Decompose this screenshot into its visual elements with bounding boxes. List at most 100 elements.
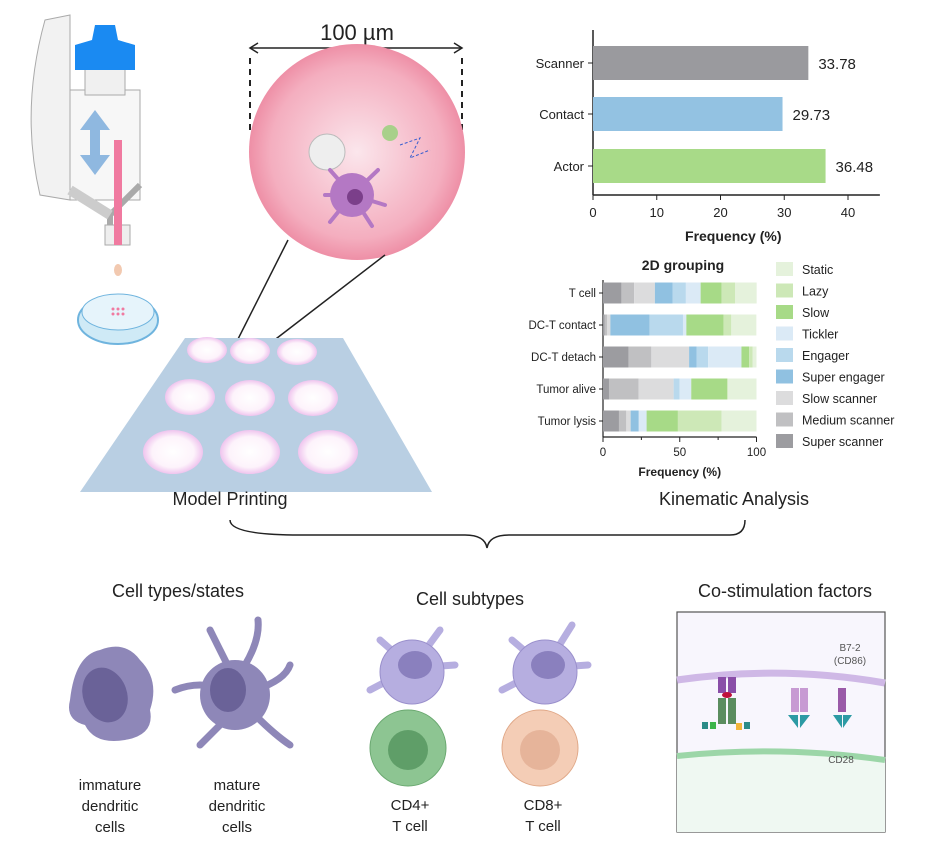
legend-label: Super engager <box>802 371 885 385</box>
x-tick-label: 0 <box>600 447 606 459</box>
category-label: Tumor lysis <box>538 416 597 428</box>
costim-title: Co-stimulation factors <box>698 581 872 601</box>
label-dendritic-1: dendritic <box>82 798 139 815</box>
label-cd4: CD4+ <box>391 797 430 814</box>
frequency-bar-chart: Scanner 33.78 Contact 29.73 Actor 36.48 0 10 20 3… <box>536 30 880 244</box>
segment-lazy <box>727 378 728 400</box>
segment-static <box>735 282 757 304</box>
category-label: Contact <box>539 107 584 122</box>
printed-plate <box>80 337 432 492</box>
legend-swatch <box>776 283 793 298</box>
t-cell-icon <box>382 125 398 141</box>
x-tick-label: 10 <box>650 205 664 220</box>
mature-dendritic-cell-icon <box>171 616 294 749</box>
x-axis-title: Frequency (%) <box>685 228 781 244</box>
segment-slow-scanner <box>626 410 631 432</box>
brace <box>229 519 746 549</box>
segment-slow-scanner <box>634 282 655 304</box>
value-label: 29.73 <box>793 107 831 124</box>
legend-label: Super scanner <box>802 435 883 449</box>
cd86-label: (CD86) <box>834 656 866 667</box>
2d-grouping-stacked-chart: 2D grouping T cell DC-T contact DC-T detach… <box>528 257 894 479</box>
segment-tickler <box>685 282 701 304</box>
kinematic-analysis-caption: Kinematic Analysis <box>659 489 809 509</box>
segment-medium-scanner <box>618 410 627 432</box>
immature-dendritic-cell-icon <box>69 646 154 741</box>
segment-slow-scanner <box>651 346 690 368</box>
chart-title: 2D grouping <box>642 257 724 273</box>
category-label: Scanner <box>536 56 585 71</box>
segment-engager <box>696 346 709 368</box>
segment-engager <box>649 314 683 336</box>
segment-lazy <box>721 282 736 304</box>
category-label: T cell <box>569 288 596 300</box>
x-tick-label: 100 <box>747 447 766 459</box>
segment-medium-scanner <box>604 314 607 336</box>
label-t-cell-2: T cell <box>525 818 561 835</box>
value-label: 36.48 <box>836 159 874 176</box>
segment-lazy <box>723 314 732 336</box>
category-label: DC-T detach <box>531 352 596 364</box>
label-immature: immature <box>79 777 142 794</box>
label-dendritic-2: dendritic <box>209 798 266 815</box>
segment-engager <box>673 378 680 400</box>
segment-slow <box>691 378 728 400</box>
cd28-label: CD28 <box>828 755 854 766</box>
category-label: DC-T contact <box>528 320 596 332</box>
segment-super-engager <box>654 282 673 304</box>
segment-super-scanner <box>603 410 619 432</box>
segment-static <box>731 314 757 336</box>
legend-label: Slow scanner <box>802 392 877 406</box>
legend-swatch <box>776 326 793 341</box>
segment-slow <box>646 410 678 432</box>
segment-lazy <box>749 346 753 368</box>
segment-slow <box>686 314 724 336</box>
x-axis-title: Frequency (%) <box>638 465 721 479</box>
segment-tickler <box>682 314 687 336</box>
x-tick-label: 50 <box>673 447 686 459</box>
segment-slow <box>741 346 750 368</box>
segment-static <box>727 378 757 400</box>
label-mature: mature <box>214 777 261 794</box>
segment-super-engager <box>610 314 650 336</box>
category-label: Actor <box>554 159 585 174</box>
cd8-t-cell-icon <box>498 621 592 787</box>
legend-swatch <box>776 434 793 448</box>
legend-swatch <box>776 412 793 427</box>
bar-scanner <box>593 46 809 80</box>
segment-medium-scanner <box>608 378 639 400</box>
segment-lazy <box>677 410 722 432</box>
legend-swatch <box>776 305 793 319</box>
legend-label: Slow <box>802 306 830 320</box>
cd4-t-cell-icon <box>366 626 459 787</box>
cell-types-title: Cell types/states <box>112 581 244 601</box>
legend-label: Lazy <box>802 285 829 299</box>
segment-medium-scanner <box>621 282 635 304</box>
segment-engager <box>672 282 686 304</box>
segment-slow <box>700 282 722 304</box>
segment-tickler <box>679 378 692 400</box>
scale-bar-label: 100 µm <box>320 20 394 45</box>
segment-super-scanner <box>603 378 609 400</box>
b7-cd28-complex-icon <box>788 688 852 728</box>
x-tick-label: 30 <box>777 205 791 220</box>
segment-tickler <box>708 346 742 368</box>
x-tick-label: 20 <box>713 205 727 220</box>
legend-swatch <box>776 391 793 405</box>
category-label: Tumor alive <box>536 384 596 396</box>
svg-text:CD8+T cell: CD8+ T cell <box>524 797 563 835</box>
costim-panel: B7-2 (CD86) CD28 <box>676 611 886 833</box>
dendritic-cell-icon <box>323 168 387 228</box>
x-tick-label: 0 <box>589 205 596 220</box>
legend-swatch <box>776 262 793 276</box>
b7-2-label: B7-2 <box>839 643 861 654</box>
label-cd8: CD8+ <box>524 797 563 814</box>
legend-swatch <box>776 369 793 384</box>
value-label: 33.78 <box>818 56 856 73</box>
magnified-well: 100 µm <box>234 20 465 346</box>
x-tick-label: 40 <box>841 205 855 220</box>
tumor-cell-icon <box>308 133 346 171</box>
bioprinter-illustration <box>30 14 159 345</box>
legend-label: Medium scanner <box>802 414 894 428</box>
